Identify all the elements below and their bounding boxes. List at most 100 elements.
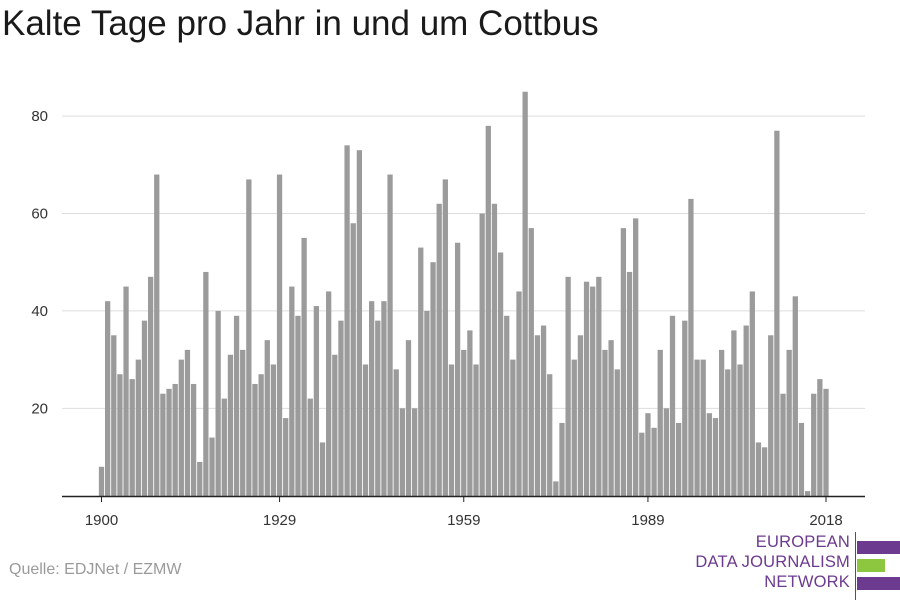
bar-1986 <box>626 271 633 496</box>
logo-bar-purple-top <box>857 541 900 554</box>
bar-1946 <box>381 301 387 496</box>
bar-1907 <box>141 320 148 496</box>
bar-1928 <box>270 364 277 496</box>
bar-2004 <box>737 364 743 496</box>
bar-1965 <box>497 252 504 496</box>
bar-1924 <box>246 179 252 497</box>
bar-1929 <box>276 174 283 496</box>
bar-1910 <box>160 393 166 496</box>
bar-1902 <box>111 335 117 496</box>
chart-title: Kalte Tage pro Jahr in und um Cottbus <box>2 4 599 43</box>
logo-bar-green <box>857 559 885 572</box>
bar-1991 <box>657 349 663 496</box>
bar-1937 <box>326 291 332 496</box>
bar-1943 <box>362 364 369 496</box>
bar-1905 <box>129 379 135 496</box>
bar-2014 <box>798 422 805 496</box>
bar-2016 <box>811 393 817 496</box>
bar-1952 <box>418 247 424 496</box>
bar-1900 <box>98 466 105 496</box>
bar-1903 <box>117 374 123 496</box>
bar-1931 <box>289 286 295 496</box>
bar-1940 <box>344 145 350 497</box>
bar-2017 <box>817 379 823 496</box>
bar-2011 <box>780 393 786 496</box>
logo-line-2: DATA JOURNALISM <box>695 553 850 571</box>
bar-1956 <box>442 179 448 497</box>
bar-1945 <box>375 320 381 496</box>
bar-1933 <box>301 237 307 496</box>
bar-1998 <box>700 359 706 496</box>
source-note: Quelle: EDJNet / EZMW <box>9 561 182 578</box>
bar-1969 <box>522 91 528 496</box>
bar-1993 <box>669 315 676 496</box>
bar-1974 <box>553 481 559 496</box>
bar-1990 <box>651 427 657 496</box>
bar-1995 <box>682 320 688 496</box>
bar-1932 <box>295 315 301 496</box>
logo-text: EUROPEAN DATA JOURNALISM NETWORK <box>695 532 850 592</box>
bar-1967 <box>510 359 516 496</box>
logo-bar-purple-bottom <box>857 577 900 590</box>
bar-1966 <box>504 315 510 496</box>
bar-1904 <box>123 286 129 496</box>
bar-1912 <box>172 383 178 496</box>
bar-1906 <box>135 359 141 496</box>
bar-1975 <box>559 422 565 496</box>
bar-1949 <box>399 408 405 496</box>
edjnet-logo: EUROPEAN DATA JOURNALISM NETWORK <box>695 532 900 600</box>
bar-1927 <box>264 340 270 496</box>
y-tick-label-60: 60 <box>31 206 48 223</box>
bar-1957 <box>448 364 455 496</box>
bar-1926 <box>258 374 264 496</box>
bar-1918 <box>209 437 215 496</box>
bar-1909 <box>154 174 160 496</box>
logo-divider <box>855 532 856 600</box>
bar-1915 <box>190 383 197 496</box>
bar-1950 <box>405 340 412 496</box>
bar-2000 <box>712 418 719 496</box>
bar-1944 <box>369 301 375 496</box>
bar-1939 <box>338 320 344 496</box>
bar-1964 <box>491 203 498 496</box>
bar-2001 <box>718 349 725 496</box>
x-tick-label-1929: 1929 <box>263 512 296 529</box>
bar-1979 <box>583 281 590 496</box>
y-tick-label-80: 80 <box>31 108 48 125</box>
bar-1916 <box>197 461 203 496</box>
bar-1970 <box>528 228 534 496</box>
bar-1999 <box>706 413 712 496</box>
bar-1963 <box>485 125 491 496</box>
bar-1958 <box>454 242 461 496</box>
bar-1983 <box>608 340 614 496</box>
bar-1919 <box>215 310 221 496</box>
y-tick-label-40: 40 <box>31 303 48 320</box>
bar-2007 <box>755 442 762 496</box>
bar-1984 <box>614 369 620 496</box>
bar-1976 <box>565 276 571 496</box>
x-tick-label-1989: 1989 <box>631 512 664 529</box>
bar-1992 <box>663 408 670 496</box>
bar-1959 <box>461 349 467 496</box>
bar-1994 <box>676 422 682 496</box>
bar-1953 <box>424 310 430 496</box>
bar-1981 <box>596 276 602 496</box>
bar-1941 <box>350 223 356 496</box>
bar-1954 <box>430 262 436 496</box>
bar-1960 <box>467 330 473 496</box>
bar-2015 <box>804 491 811 496</box>
logo-line-1: EUROPEAN <box>755 533 850 551</box>
bar-1936 <box>319 442 326 496</box>
bar-1920 <box>221 398 227 496</box>
bar-2008 <box>761 447 768 496</box>
bar-1914 <box>184 349 191 496</box>
bar-2005 <box>743 325 749 496</box>
x-tick-label-2018: 2018 <box>809 512 842 529</box>
bar-1908 <box>147 276 154 496</box>
bar-2006 <box>749 291 755 496</box>
y-tick-label-20: 20 <box>31 400 48 417</box>
bars <box>98 91 829 497</box>
bar-1961 <box>473 364 479 496</box>
bar-1982 <box>602 349 608 496</box>
bar-1978 <box>577 335 584 496</box>
